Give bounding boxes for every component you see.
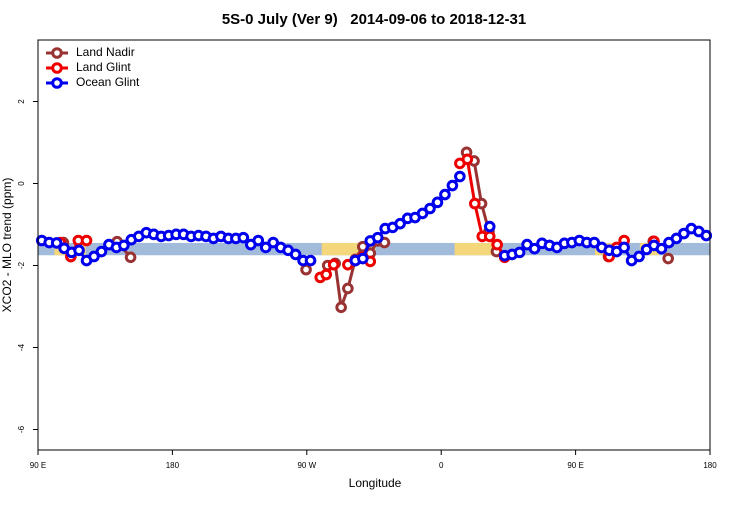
data-point	[342, 282, 354, 295]
legend-label: Ocean Glint	[76, 75, 140, 89]
data-point	[678, 227, 690, 240]
data-point	[289, 248, 302, 261]
y-tick-label: -6	[17, 425, 26, 433]
data-point	[528, 242, 541, 255]
data-point	[662, 252, 674, 265]
data-point	[469, 197, 481, 210]
y-tick-label: -4	[17, 343, 26, 351]
data-point	[483, 230, 496, 243]
data-point	[304, 254, 317, 267]
x-tick-label: 90 E	[567, 461, 583, 470]
data-point	[700, 229, 713, 242]
data-point	[588, 236, 601, 249]
data-point	[95, 245, 108, 258]
plot-frame	[37, 39, 711, 451]
data-point	[327, 258, 340, 271]
x-tick-label: 180	[703, 461, 717, 470]
data-point	[80, 234, 93, 247]
legend-marker	[51, 62, 63, 74]
data-point	[300, 263, 312, 276]
data-point	[513, 246, 526, 259]
legend-label: Land Nadir	[76, 45, 135, 59]
data-point	[335, 301, 347, 314]
y-axis-label: XCO2 - MLO trend (ppm)	[0, 178, 14, 313]
data-point	[670, 232, 683, 245]
data-point	[124, 251, 137, 264]
data-point	[118, 239, 130, 252]
data-point	[461, 153, 474, 166]
band-highlight	[454, 242, 500, 256]
y-tick-label: 0	[17, 181, 26, 186]
data-point	[88, 250, 100, 263]
data-point	[416, 207, 429, 220]
x-tick-label: 90 E	[30, 461, 46, 470]
data-point	[633, 250, 645, 263]
data-point	[320, 268, 333, 281]
data-point	[394, 217, 406, 230]
data-point	[431, 196, 444, 209]
data-point	[73, 244, 85, 257]
data-point	[252, 234, 265, 247]
legend-marker	[51, 47, 63, 59]
x-tick-label: 0	[439, 461, 444, 470]
y-tick-label: -2	[17, 261, 26, 269]
legend-marker	[51, 77, 63, 89]
x-axis-label: Longitude	[349, 476, 402, 490]
data-point	[655, 242, 668, 255]
data-point	[446, 179, 459, 192]
series	[35, 170, 713, 267]
chart-title: 5S-0 July (Ver 9) 2014-09-06 to 2018-12-…	[222, 11, 526, 28]
data-point	[371, 231, 384, 244]
data-point	[237, 231, 250, 244]
data-point	[483, 220, 496, 233]
data-point	[424, 202, 436, 215]
data-point	[454, 170, 466, 183]
data-point	[50, 237, 63, 249]
data-point	[618, 241, 630, 254]
legend-label: Land Glint	[76, 60, 131, 74]
data-point	[357, 252, 369, 265]
x-tick-label: 180	[166, 461, 180, 470]
x-tick-label: 90 W	[297, 461, 316, 470]
data-point	[267, 236, 280, 249]
y-tick-label: 2	[17, 99, 26, 104]
data-point	[491, 238, 504, 251]
data-point	[259, 241, 272, 254]
data-point	[439, 188, 451, 201]
